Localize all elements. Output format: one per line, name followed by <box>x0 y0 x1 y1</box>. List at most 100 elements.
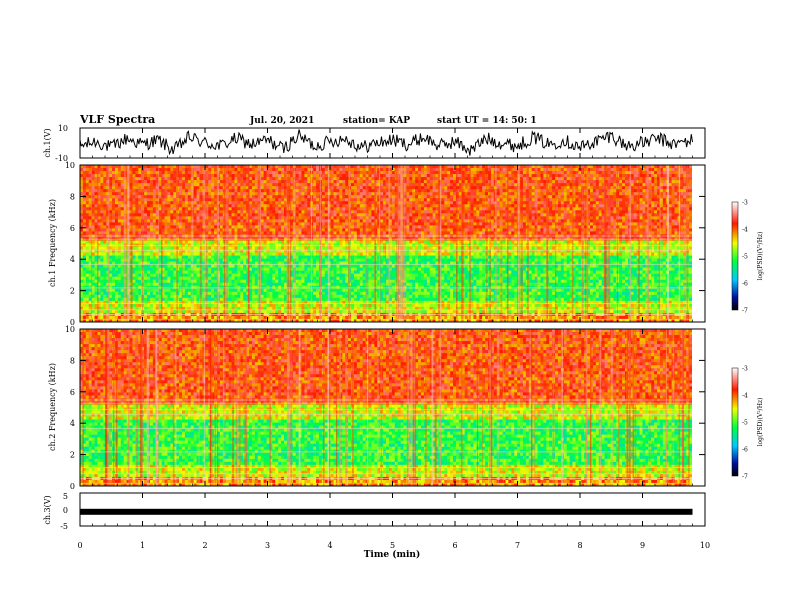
spectrogram-cell <box>161 198 165 202</box>
spectrogram-cell <box>444 186 448 190</box>
spectrogram-cell <box>275 192 279 196</box>
spectrogram-cell <box>120 219 125 223</box>
spectrogram-cell <box>120 231 125 235</box>
spectrogram-cell <box>351 207 355 211</box>
spectrogram-cell <box>619 180 623 184</box>
spectrogram-cell <box>511 210 515 214</box>
spectrogram-cell <box>455 213 460 217</box>
spectrogram-cell <box>610 213 614 217</box>
spectrogram-cell <box>214 195 218 199</box>
spectrogram-cell <box>114 195 119 199</box>
spectrogram-cell <box>552 183 556 187</box>
spectrogram-cell <box>231 189 235 193</box>
spectrogram-cell <box>147 168 151 172</box>
spectrogram-cell <box>138 225 142 229</box>
spectrogram-cell <box>254 222 259 226</box>
spectrogram-cell <box>537 165 541 169</box>
spectrogram-cell <box>164 165 168 169</box>
spectrogram-cell <box>639 213 643 217</box>
spectrogram-cell <box>636 216 640 220</box>
spectrogram-cell <box>333 210 337 214</box>
spectrogram-cell <box>114 198 119 202</box>
spectrogram-cell <box>161 171 165 175</box>
spectrogram-cell <box>164 177 168 181</box>
spectrogram-cell <box>307 222 311 226</box>
spectrogram-cell <box>179 228 183 232</box>
spectrogram-cell <box>540 222 544 226</box>
spectrogram-cell <box>668 186 672 190</box>
spectrogram-cell <box>103 201 107 205</box>
spectrogram-cell <box>453 171 457 175</box>
spectrogram-cell <box>671 231 675 235</box>
spectrogram-cell <box>496 177 501 181</box>
spectrogram-cell <box>284 204 288 208</box>
spectrogram-cell <box>342 216 346 220</box>
spectrogram-cell <box>330 189 334 193</box>
spectrogram-cell <box>651 225 655 229</box>
spectrogram-cell <box>284 168 288 172</box>
spectrogram-cell <box>82 192 87 196</box>
spectrogram-cell <box>304 210 308 214</box>
spectrogram-cell <box>432 183 436 187</box>
spectrogram-cell <box>479 210 483 214</box>
spectrogram-cell <box>496 228 501 232</box>
spectrogram-cell <box>595 177 600 181</box>
spectrogram-cell <box>371 165 375 169</box>
spectrogram-cell <box>412 228 416 232</box>
spectrogram-cell <box>301 213 305 217</box>
spectrogram-cell <box>321 201 326 205</box>
spectrogram-cell <box>514 177 518 181</box>
spectrogram-cell <box>254 180 259 184</box>
spectrogram-cell <box>575 222 579 226</box>
spectrogram-cell <box>321 219 326 223</box>
spectrogram-cell <box>138 201 142 205</box>
spectrogram-cell <box>651 201 655 205</box>
spectrogram-cell <box>578 171 582 175</box>
spectrogram-cell <box>158 231 162 235</box>
spectrogram-cell <box>155 177 160 181</box>
spectrogram-cell <box>138 216 142 220</box>
spectrogram-cell <box>182 207 186 211</box>
spectrogram-cell <box>266 174 270 178</box>
spectrogram-cell <box>254 201 259 205</box>
spectrogram-cell <box>662 231 667 235</box>
spectrogram-cell <box>85 222 90 226</box>
spectrogram-cell <box>269 189 273 193</box>
spectrogram-cell <box>353 216 358 220</box>
spectrogram-cell <box>511 213 515 217</box>
spectrogram-cell <box>109 213 113 217</box>
spectrogram-cell <box>458 216 463 220</box>
spectrogram-cell <box>120 165 125 169</box>
spectrogram-cell <box>167 231 171 235</box>
spectrogram-cell <box>555 219 559 223</box>
spectrogram-cell <box>680 183 684 187</box>
spectrogram-cell <box>371 225 375 229</box>
spectrogram-cell <box>528 225 533 229</box>
spectrogram-cell <box>330 183 334 187</box>
spectrogram-cell <box>441 219 445 223</box>
spectrogram-cell <box>100 174 104 178</box>
spectrogram-cell <box>182 186 186 190</box>
spectrogram-cell <box>406 219 410 223</box>
spectrogram-cell <box>214 216 218 220</box>
spectrogram-cell <box>473 195 477 199</box>
spectrogram-cell <box>324 186 329 190</box>
spectrogram-cell <box>167 165 171 169</box>
spectrogram-cell <box>648 210 652 214</box>
spectrogram-cell <box>330 168 334 172</box>
spectrogram-cell <box>476 201 480 205</box>
spectrogram-cell <box>147 219 151 223</box>
spectrogram-cell <box>368 201 372 205</box>
ch1-waveform-line <box>79 129 693 156</box>
spectrogram-cell <box>662 222 667 226</box>
spectrogram-cell <box>479 225 483 229</box>
spectrogram-cell <box>88 201 93 205</box>
spectrogram-cell <box>531 177 536 181</box>
spectrogram-cell <box>263 219 267 223</box>
spectrogram-cell <box>208 228 212 232</box>
spectrogram-cell <box>418 222 422 226</box>
spectrogram-cell <box>418 201 422 205</box>
spectrogram-cell <box>353 219 358 223</box>
spectrogram-cell <box>284 201 288 205</box>
spectrogram-cell <box>598 216 603 220</box>
